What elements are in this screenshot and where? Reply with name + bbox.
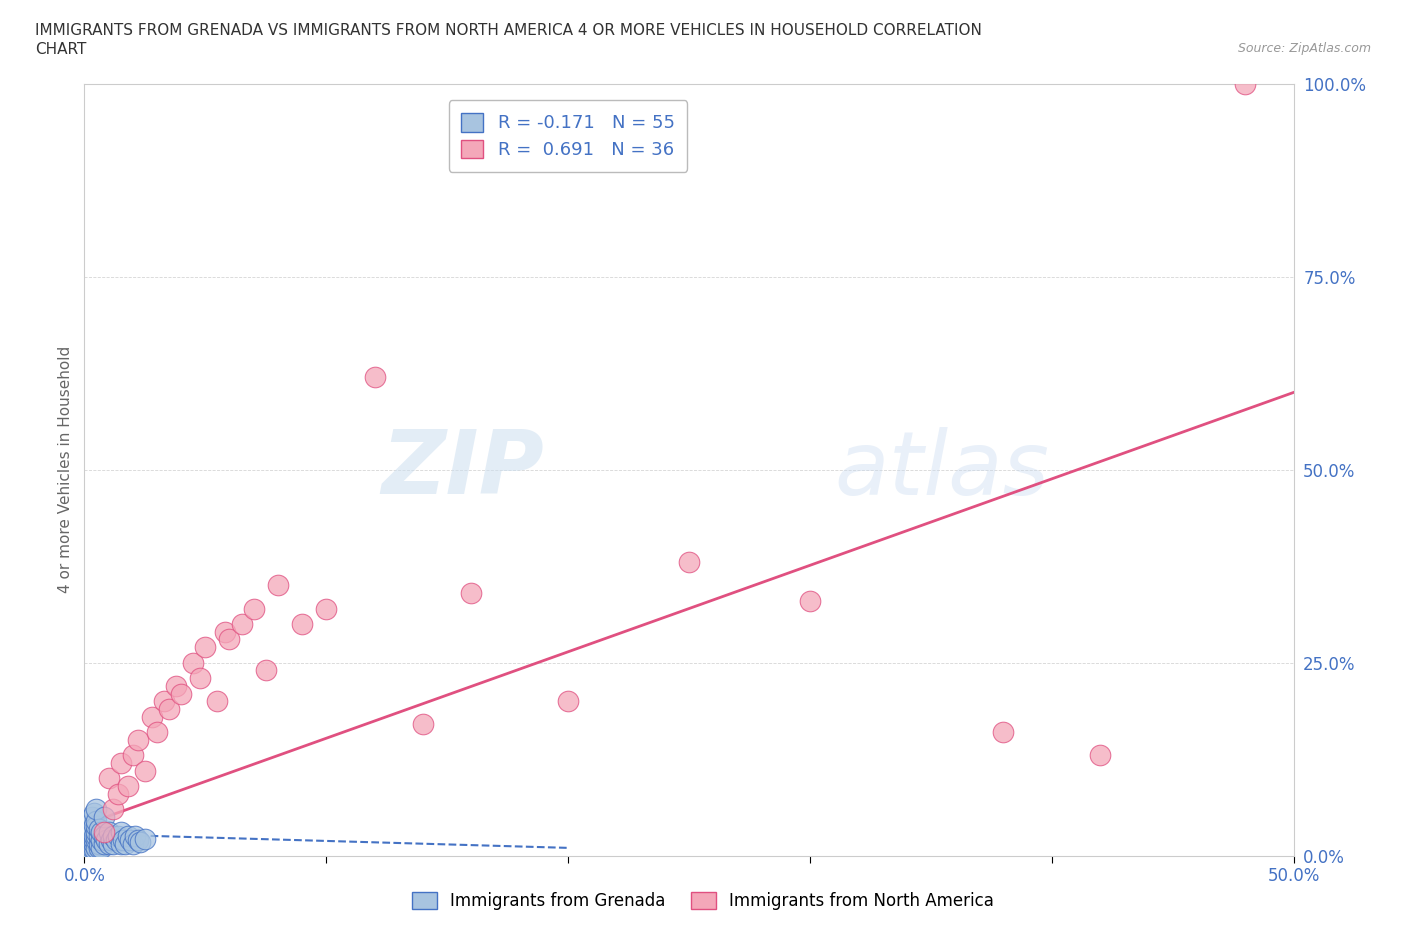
Point bbox=[87, 821, 110, 836]
Point bbox=[93, 837, 115, 852]
Point bbox=[83, 829, 105, 844]
Point bbox=[110, 825, 132, 840]
Point bbox=[190, 671, 212, 685]
Point bbox=[214, 624, 236, 639]
Point bbox=[104, 832, 127, 847]
Point bbox=[80, 821, 103, 836]
Point bbox=[80, 829, 103, 844]
Point bbox=[363, 369, 385, 384]
Point bbox=[412, 717, 434, 732]
Point bbox=[153, 694, 176, 709]
Point bbox=[83, 837, 105, 852]
Point bbox=[80, 825, 103, 840]
Legend: Immigrants from Grenada, Immigrants from North America: Immigrants from Grenada, Immigrants from… bbox=[405, 885, 1001, 917]
Point bbox=[129, 834, 152, 849]
Point bbox=[127, 733, 149, 748]
Text: ZIP: ZIP bbox=[381, 426, 544, 513]
Point bbox=[254, 663, 277, 678]
Point bbox=[181, 656, 204, 671]
Point bbox=[103, 802, 125, 817]
Point bbox=[87, 829, 110, 844]
Point bbox=[80, 809, 103, 825]
Point bbox=[194, 640, 217, 655]
Point bbox=[1234, 76, 1257, 91]
Point bbox=[110, 837, 132, 852]
Point bbox=[94, 832, 117, 847]
Point bbox=[90, 832, 112, 847]
Point bbox=[97, 837, 120, 852]
Point bbox=[107, 787, 129, 802]
Point bbox=[110, 755, 132, 770]
Point bbox=[86, 814, 108, 829]
Point bbox=[80, 837, 103, 852]
Point bbox=[799, 593, 821, 608]
Point bbox=[86, 832, 108, 847]
Point bbox=[242, 601, 264, 616]
Point bbox=[77, 837, 100, 852]
Point bbox=[117, 829, 139, 844]
Point bbox=[83, 832, 105, 847]
Point bbox=[678, 555, 700, 570]
Point bbox=[170, 686, 193, 701]
Point bbox=[218, 632, 240, 647]
Point bbox=[87, 841, 110, 856]
Point bbox=[86, 802, 108, 817]
Point bbox=[80, 841, 103, 856]
Point bbox=[93, 809, 115, 825]
Point bbox=[77, 832, 100, 847]
Point bbox=[97, 825, 120, 840]
Point bbox=[121, 837, 143, 852]
Point bbox=[165, 678, 187, 693]
Point bbox=[77, 817, 100, 832]
Point bbox=[557, 694, 579, 709]
Point bbox=[90, 825, 112, 840]
Point bbox=[83, 817, 105, 832]
Point bbox=[83, 842, 105, 857]
Point bbox=[97, 771, 120, 786]
Point bbox=[103, 829, 125, 844]
Text: atlas: atlas bbox=[834, 427, 1049, 512]
Point bbox=[1088, 748, 1111, 763]
Legend: R = -0.171   N = 55, R =  0.691   N = 36: R = -0.171 N = 55, R = 0.691 N = 36 bbox=[449, 100, 688, 172]
Point bbox=[117, 778, 139, 793]
Point bbox=[146, 724, 169, 739]
Point bbox=[157, 701, 180, 716]
Point bbox=[90, 841, 112, 856]
Point bbox=[77, 844, 100, 859]
Y-axis label: 4 or more Vehicles in Household: 4 or more Vehicles in Household bbox=[58, 346, 73, 593]
Point bbox=[76, 825, 98, 840]
Point bbox=[207, 694, 229, 709]
Point bbox=[100, 832, 122, 847]
Point bbox=[86, 818, 108, 833]
Point bbox=[87, 837, 110, 852]
Point bbox=[120, 832, 142, 847]
Point bbox=[993, 724, 1015, 739]
Point bbox=[231, 617, 253, 631]
Point bbox=[267, 578, 290, 593]
Point bbox=[114, 837, 136, 852]
Point bbox=[93, 829, 115, 844]
Text: CHART: CHART bbox=[35, 42, 87, 57]
Point bbox=[315, 601, 337, 616]
Text: Source: ZipAtlas.com: Source: ZipAtlas.com bbox=[1237, 42, 1371, 55]
Point bbox=[86, 841, 108, 856]
Point bbox=[460, 586, 482, 601]
Point bbox=[86, 829, 108, 844]
Point bbox=[103, 837, 125, 852]
Text: IMMIGRANTS FROM GRENADA VS IMMIGRANTS FROM NORTH AMERICA 4 OR MORE VEHICLES IN H: IMMIGRANTS FROM GRENADA VS IMMIGRANTS FR… bbox=[35, 23, 981, 38]
Point bbox=[134, 831, 156, 846]
Point bbox=[291, 617, 314, 631]
Point bbox=[83, 805, 105, 820]
Point bbox=[80, 832, 103, 847]
Point bbox=[112, 832, 135, 847]
Point bbox=[93, 825, 115, 840]
Point bbox=[121, 748, 143, 763]
Point bbox=[124, 829, 146, 844]
Point bbox=[107, 829, 129, 844]
Point bbox=[141, 710, 163, 724]
Point bbox=[76, 841, 98, 856]
Point bbox=[134, 764, 156, 778]
Point bbox=[127, 832, 149, 847]
Point bbox=[86, 825, 108, 840]
